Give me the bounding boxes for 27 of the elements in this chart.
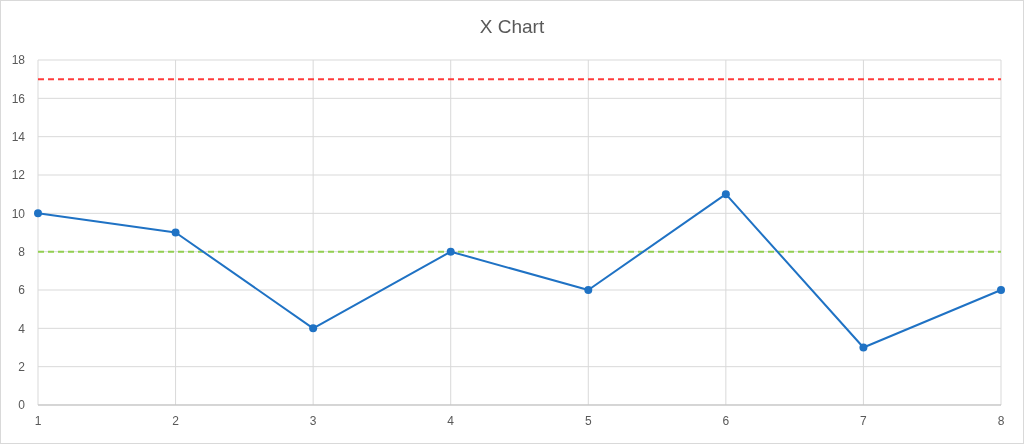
point	[997, 286, 1005, 294]
point	[859, 343, 868, 352]
y-tick-label: 16	[11, 91, 26, 106]
y-tick-label: 4	[18, 321, 26, 336]
point	[721, 190, 730, 199]
point	[584, 286, 593, 294]
y-tick-label: 18	[11, 53, 26, 68]
x-tick-label: 1	[34, 414, 42, 428]
point	[309, 324, 318, 333]
x-tick-label: 3	[309, 414, 317, 428]
point	[34, 209, 42, 218]
y-tick-label: 14	[11, 129, 26, 144]
x-tick-label: 6	[722, 414, 730, 428]
y-tick-label: 6	[18, 283, 26, 298]
x-tick-label: 2	[172, 414, 180, 428]
y-tick-label: 8	[18, 244, 26, 259]
y-tick-label: 0	[18, 398, 26, 413]
point	[446, 247, 455, 256]
y-tick-label: 10	[11, 206, 26, 221]
y-tick-label: 12	[11, 168, 26, 183]
x-tick-label: 5	[584, 414, 592, 428]
x-tick-label: 7	[860, 414, 868, 428]
y-tick-label: 2	[18, 359, 26, 374]
chart-title: X Chart	[479, 16, 545, 37]
point	[171, 228, 180, 237]
x-tick-label: 8	[997, 414, 1005, 428]
x-tick-label: 4	[447, 414, 455, 428]
